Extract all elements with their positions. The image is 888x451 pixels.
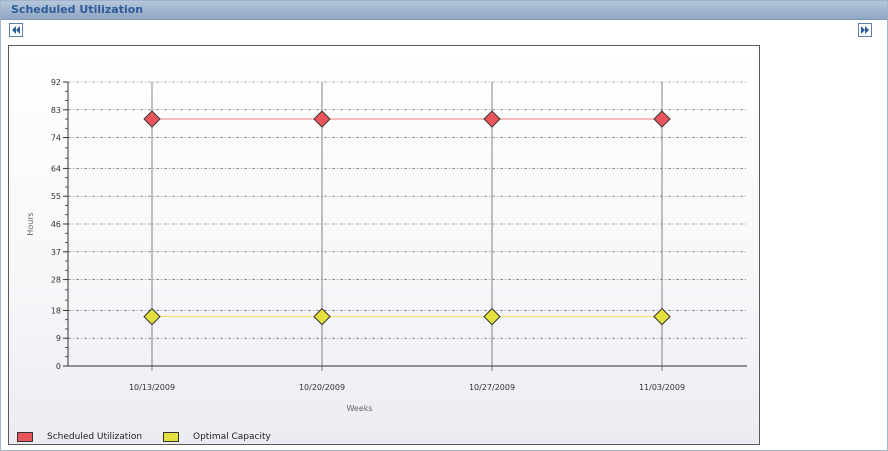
legend-swatch (17, 432, 33, 442)
x-tick-label: 10/27/2009 (469, 383, 515, 392)
panel-title: Scheduled Utilization (11, 3, 144, 16)
data-point-marker (143, 307, 161, 326)
x-axis-title: Weeks (346, 404, 372, 413)
axis-layer: 0 9 18 28 37 46 55 64 74 83 92 10/13/2009 10/20/2009… (51, 78, 747, 392)
utilization-chart: 0 9 18 28 37 46 55 64 74 83 92 10/13/2009 10/20/2009… (26, 78, 747, 413)
y-tick-label: 37 (51, 248, 61, 257)
data-point-marker (483, 110, 501, 128)
y-tick-label: 92 (51, 78, 61, 87)
legend-label: Scheduled Utilization (47, 432, 143, 442)
grid-layer (68, 81, 747, 371)
y-tick-label: 83 (51, 106, 61, 115)
y-tick-label: 18 (51, 306, 61, 315)
next-button[interactable] (858, 23, 872, 37)
data-point-marker (313, 110, 331, 128)
x-tick-label: 11/03/2009 (639, 383, 685, 392)
data-point-marker (483, 307, 501, 326)
panel-header: Scheduled Utilization (1, 1, 887, 20)
double-left-arrow-icon (10, 24, 22, 36)
legend-swatch (163, 432, 179, 442)
y-tick-label: 74 (51, 134, 61, 143)
data-point-marker (143, 110, 161, 128)
y-tick-label: 46 (51, 220, 61, 229)
y-tick-label: 64 (51, 164, 61, 173)
y-axis-title: Hours (26, 212, 35, 235)
x-tick-label: 10/13/2009 (129, 383, 175, 392)
y-tick-label: 55 (51, 192, 61, 201)
x-tick-label: 10/20/2009 (299, 383, 345, 392)
double-right-arrow-icon (859, 24, 871, 36)
series-layer (143, 110, 671, 326)
chart-area: 0 9 18 28 37 46 55 64 74 83 92 10/13/2009 10/20/2009… (8, 45, 760, 445)
legend-label: Optimal Capacity (193, 432, 271, 442)
data-point-marker (653, 110, 671, 128)
y-tick-label: 28 (51, 276, 61, 285)
previous-button[interactable] (9, 23, 23, 37)
data-point-marker (313, 307, 331, 326)
data-point-marker (653, 307, 671, 326)
y-tick-label: 0 (56, 362, 61, 371)
y-tick-label: 9 (56, 334, 61, 343)
